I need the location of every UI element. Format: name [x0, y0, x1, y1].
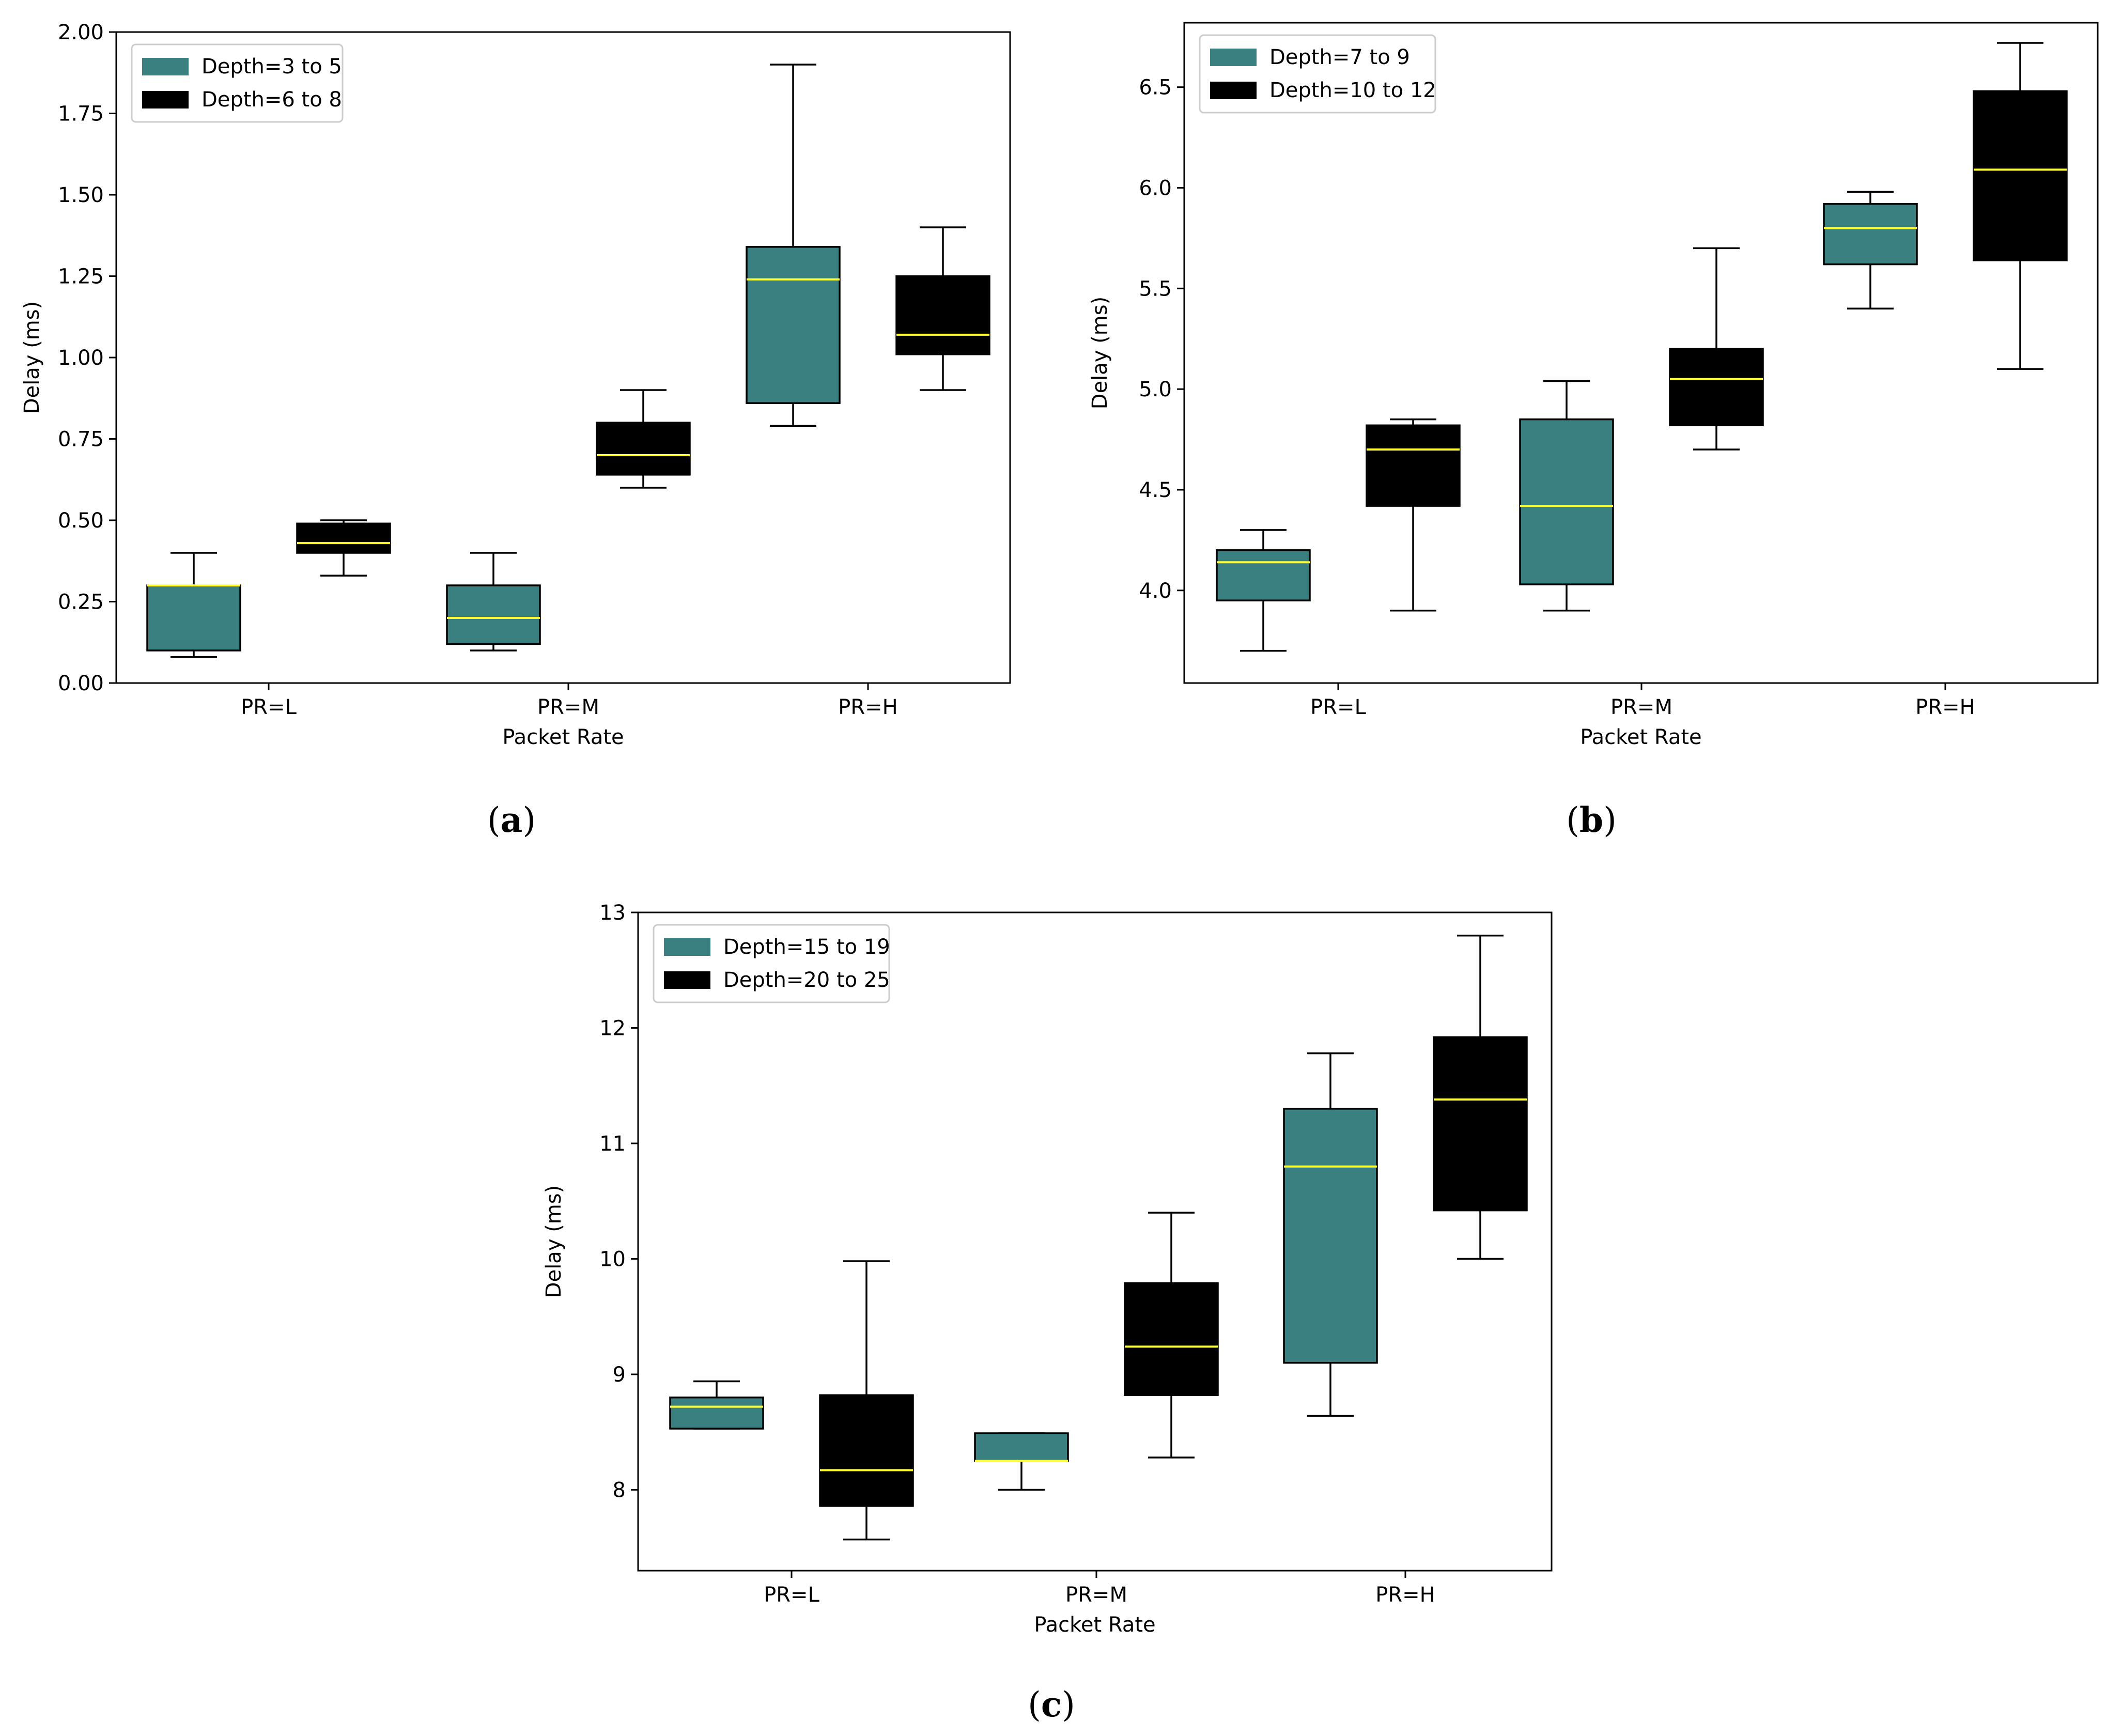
box-body [1973, 90, 2068, 261]
box-body [1216, 549, 1311, 601]
legend-swatch [142, 58, 189, 75]
panel-caption: (b) [1566, 800, 1617, 840]
box-body [596, 422, 691, 476]
y-tick-label: 8 [613, 1479, 626, 1502]
box-body [746, 246, 841, 404]
box-series1-pr-l [669, 1380, 764, 1430]
y-tick-label: 4.5 [1139, 478, 1172, 502]
x-tick-label: PR=M [1065, 1583, 1127, 1607]
y-tick-label: 1.25 [58, 265, 104, 289]
legend-swatch [1210, 82, 1257, 99]
y-tick-label: 5.5 [1139, 277, 1172, 301]
legend-swatch [142, 91, 189, 109]
box-series1-pr-h [1283, 1052, 1378, 1417]
y-tick-label: 5.0 [1139, 378, 1172, 401]
box-body [1366, 424, 1461, 507]
y-tick-label: 2.00 [58, 21, 104, 44]
x-tick-label: PR=L [241, 695, 297, 719]
box-series1-pr-m [974, 1432, 1069, 1491]
x-tick-label: PR=H [1375, 1583, 1435, 1607]
box-body [1433, 1036, 1528, 1212]
legend-swatch [664, 938, 710, 956]
x-tick-label: PR=H [838, 695, 898, 719]
y-tick-label: 11 [599, 1132, 626, 1156]
y-tick-label: 0.50 [58, 509, 104, 533]
y-tick-label: 10 [599, 1248, 626, 1272]
legend-frame [653, 924, 890, 1003]
y-tick-label: 6.0 [1139, 177, 1172, 200]
y-tick-label: 12 [599, 1017, 626, 1041]
box-body [819, 1394, 914, 1507]
y-tick-label: 1.75 [58, 102, 104, 126]
box-series2-pr-m [1124, 1212, 1219, 1459]
x-tick-label: PR=M [1610, 695, 1672, 719]
box-series1-pr-m [446, 552, 541, 652]
box-series1-pr-h [746, 64, 841, 427]
box-body [669, 1396, 764, 1430]
panel-caption: (c) [1028, 1684, 1075, 1725]
legend-entry: Depth=3 to 5 [202, 55, 342, 79]
legend-entry: Depth=10 to 12 [1269, 79, 1436, 102]
y-tick-label: 0.25 [58, 591, 104, 614]
box-body [1283, 1108, 1378, 1364]
y-tick-label: 6.5 [1139, 76, 1172, 100]
box-body [1519, 418, 1614, 585]
y-tick-label: 0.75 [58, 428, 104, 452]
plot-frame [1183, 22, 2099, 684]
x-axis-label: Packet Rate [1580, 725, 1701, 749]
box-series2-pr-l [819, 1260, 914, 1541]
y-tick-label: 4.0 [1139, 579, 1172, 603]
chart-panel-b: 4.0 4.5 5.0 5.5 6.0 6.5 PR=L PR=M PR=H Packet Rat… [1088, 22, 2099, 840]
box-body [1823, 203, 1918, 266]
box-series2-pr-h [895, 226, 990, 391]
box-series2-pr-l [1366, 418, 1461, 612]
box-series2-pr-l [296, 519, 391, 577]
y-axis-label: Delay (ms) [542, 1185, 566, 1298]
chart-panel-a: 0.00 0.25 0.50 0.75 1.00 1.25 1.50 1.75 2.00 PR=L… [20, 21, 1011, 840]
box-series2-pr-h [1973, 42, 2068, 370]
legend: Depth=3 to 5 Depth=6 to 8 [131, 43, 344, 123]
x-tick-label: PR=M [537, 695, 599, 719]
box-series1-pr-l [146, 552, 241, 658]
legend-entry: Depth=15 to 19 [723, 935, 890, 959]
box-series2-pr-m [1669, 247, 1764, 451]
box-series2-pr-h [1433, 934, 1528, 1260]
legend: Depth=15 to 19 Depth=20 to 25 [653, 924, 890, 1003]
x-axis-label: Packet Rate [502, 725, 624, 749]
x-tick-label: PR=L [1310, 695, 1366, 719]
x-tick-label: PR=H [1915, 695, 1975, 719]
legend-entry: Depth=20 to 25 [723, 968, 890, 992]
chart-panel-c: 8 9 10 11 12 13 PR=L PR=M PR=H Packet Rate Delay (… [542, 901, 1553, 1725]
box-series1-pr-h [1823, 191, 1918, 310]
x-axis-label: Packet Rate [1034, 1613, 1155, 1637]
legend-swatch [664, 971, 710, 989]
legend: Depth=7 to 9 Depth=10 to 12 [1199, 34, 1436, 114]
box-body [296, 522, 391, 554]
box-body [146, 584, 241, 652]
y-tick-label: 0.00 [58, 672, 104, 695]
box-body [1669, 348, 1764, 427]
panel-caption: (a) [487, 800, 536, 840]
y-tick-label: 1.50 [58, 183, 104, 207]
box-body [974, 1432, 1069, 1462]
box-body [1124, 1282, 1219, 1397]
legend-frame [1199, 34, 1436, 114]
box-body [446, 584, 541, 645]
y-axis-label: Delay (ms) [20, 301, 44, 414]
legend-entry: Depth=6 to 8 [202, 88, 342, 112]
box-series2-pr-m [596, 389, 691, 489]
x-tick-label: PR=L [764, 1583, 819, 1607]
y-tick-label: 9 [613, 1363, 626, 1387]
y-tick-label: 13 [599, 901, 626, 925]
legend-entry: Depth=7 to 9 [1269, 45, 1410, 69]
plot-frame [637, 911, 1553, 1572]
box-series1-pr-l [1216, 529, 1311, 652]
y-axis-label: Delay (ms) [1088, 297, 1112, 409]
y-tick-label: 1.00 [58, 346, 104, 370]
plot-frame [115, 31, 1011, 684]
legend-swatch [1210, 49, 1257, 66]
box-body [895, 275, 990, 355]
box-series1-pr-m [1519, 380, 1614, 612]
